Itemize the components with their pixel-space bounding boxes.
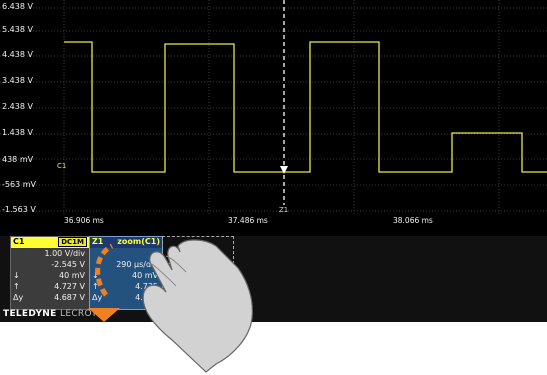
y-axis-label: -1.563 V (2, 205, 36, 214)
delta-row: Δy 4.695 (90, 292, 162, 303)
min-row: ↓ 40 mV (11, 270, 89, 281)
x-axis-label: 36.906 ms (64, 216, 104, 225)
y-axis-label: 5.438 V (2, 25, 33, 34)
y-axis-label: 1.438 V (2, 128, 33, 137)
brand-bold: TELEDYNE (3, 309, 57, 319)
cursor-arrow-icon (280, 166, 288, 174)
max-symbol: ↑ (13, 282, 20, 291)
delta-symbol: Δy (13, 293, 24, 302)
min-symbol: ↓ (13, 271, 20, 280)
delta-value: 4.687 V (54, 293, 85, 302)
y-axis-label: 438 mV (2, 155, 34, 164)
channel-c1-panel[interactable]: C1 DC1M 1.00 V/div -2.545 V ↓ 40 mV ↑ 4.72… (10, 236, 90, 310)
x-axis-label: 37.486 ms (228, 216, 268, 225)
x-axis-label: 38.066 ms (393, 216, 433, 225)
max-row: ↑ 4.735 (90, 281, 162, 292)
delta-symbol: Δy (92, 293, 103, 302)
min-value: 40 mV (59, 271, 85, 280)
max-symbol: ↑ (92, 282, 99, 291)
y-axis-label: 6.438 V (2, 2, 33, 11)
waveform-grid: C1 (0, 0, 547, 214)
empty-slot-panel[interactable] (162, 236, 234, 264)
zoom-name: Z1 (92, 237, 104, 246)
offset-value: -2.545 V (51, 260, 85, 269)
zoom-source: zoom(C1) (117, 237, 160, 246)
brand-logo: TELEDYNE LECROY (3, 309, 97, 319)
coupling-badge: DC1M (58, 237, 87, 247)
y-axis-label: -563 mV (2, 180, 36, 189)
blank-row (90, 248, 162, 259)
time-per-div: 290 µs/div (116, 260, 158, 269)
channel-c1-header: C1 DC1M (11, 237, 89, 248)
brand-light: LECROY (60, 309, 98, 319)
max-row: ↑ 4.727 V (11, 281, 89, 292)
cursor-label: Z1 (279, 206, 289, 214)
min-value: 40 mV (132, 271, 158, 280)
min-symbol: ↓ (92, 271, 99, 280)
min-row: ↓ 40 mV (90, 270, 162, 281)
max-value: 4.727 V (54, 282, 85, 291)
volts-per-div: 1.00 V/div (44, 249, 85, 258)
delta-value: 4.695 (135, 293, 158, 302)
y-axis-label: 2.438 V (2, 102, 33, 111)
y-axis-label: 4.438 V (2, 50, 33, 59)
svg-text:C1: C1 (57, 162, 66, 170)
channel-name: C1 (13, 237, 25, 246)
zoom-z1-header: Z1 zoom(C1) (90, 237, 162, 248)
zoom-z1-panel[interactable]: Z1 zoom(C1) 290 µs/div ↓ 40 mV ↑ 4.735 Δy 4… (89, 236, 163, 310)
waveform-trace (64, 41, 547, 173)
delta-row: Δy 4.687 V (11, 292, 89, 303)
max-value: 4.735 (135, 282, 158, 291)
y-axis-label: 3.438 V (2, 76, 33, 85)
